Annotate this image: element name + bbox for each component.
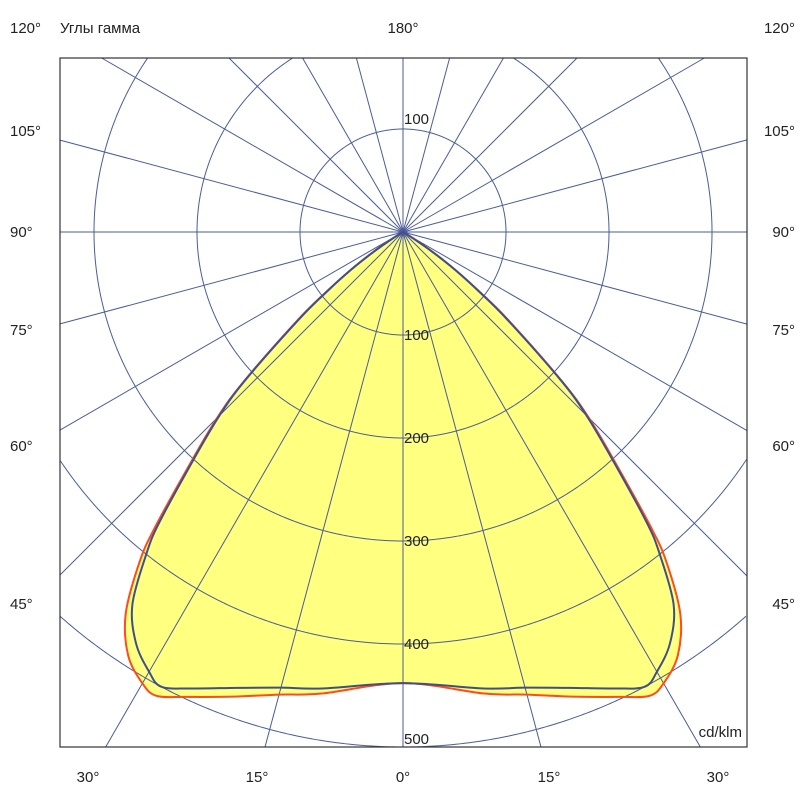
angle-label-bottom: 30° — [77, 769, 100, 786]
radial-label-up: 100 — [404, 111, 429, 128]
grid-spoke — [402, 57, 504, 233]
angle-label-top-right: 120° — [764, 20, 795, 37]
grid-ring — [93, 57, 713, 542]
series-blue-curve — [130, 230, 676, 690]
angle-label-top-center: 180° — [387, 20, 418, 37]
angle-label-left: 90° — [10, 224, 33, 241]
angle-label-bottom: 30° — [707, 769, 730, 786]
grid-spoke — [402, 57, 578, 233]
angle-label-left: 75° — [10, 322, 33, 339]
grid-spoke — [228, 57, 404, 233]
grid-spoke — [402, 231, 542, 748]
grid-ring — [59, 615, 747, 748]
unit-label: cd/klm — [699, 724, 742, 741]
grid-spoke — [402, 57, 705, 233]
radial-tick-label: 200 — [404, 430, 429, 447]
curve-lines — [123, 230, 683, 699]
grid-spoke — [59, 231, 404, 431]
angle-label-right: 75° — [772, 322, 795, 339]
grid-spoke — [105, 231, 404, 748]
angle-label-right: 90° — [772, 224, 795, 241]
radial-labels: 100 200 300 400 500 — [404, 327, 429, 748]
angle-label-bottom: 15° — [246, 769, 269, 786]
grid-spoke — [402, 231, 701, 748]
radial-tick-label: 100 — [404, 327, 429, 344]
angle-label-left: 45° — [10, 596, 33, 613]
grid-spoke — [402, 231, 748, 325]
angle-label-top-left: 120° — [10, 20, 41, 37]
grid-spoke — [59, 139, 404, 233]
grid-ring — [60, 459, 747, 645]
chart-title: Углы гамма — [60, 20, 141, 37]
angle-label-bottom: 15° — [538, 769, 561, 786]
radial-tick-label: 500 — [404, 731, 429, 748]
grid — [59, 57, 748, 748]
grid-spoke — [59, 231, 404, 576]
angle-label-bottom: 0° — [396, 769, 410, 786]
grid-spoke — [302, 57, 404, 233]
grid-ring — [196, 57, 610, 439]
radial-tick-label: 300 — [404, 533, 429, 550]
angle-label-left: 105° — [10, 123, 41, 140]
angle-label-right: 105° — [764, 123, 795, 140]
angle-label-right: 45° — [772, 596, 795, 613]
grid-spoke — [402, 139, 748, 233]
angle-label-right: 60° — [772, 438, 795, 455]
plot-area — [59, 57, 748, 748]
plot-frame — [59, 57, 748, 748]
radial-tick-label: 400 — [404, 636, 429, 653]
grid-spoke — [402, 231, 748, 577]
grid-spoke — [101, 57, 404, 233]
grid-spoke — [264, 231, 404, 748]
angle-label-left: 60° — [10, 438, 33, 455]
grid-spoke — [59, 231, 404, 325]
grid-spoke — [402, 231, 748, 432]
grid-spoke — [355, 57, 404, 233]
grid-spoke — [402, 57, 451, 233]
